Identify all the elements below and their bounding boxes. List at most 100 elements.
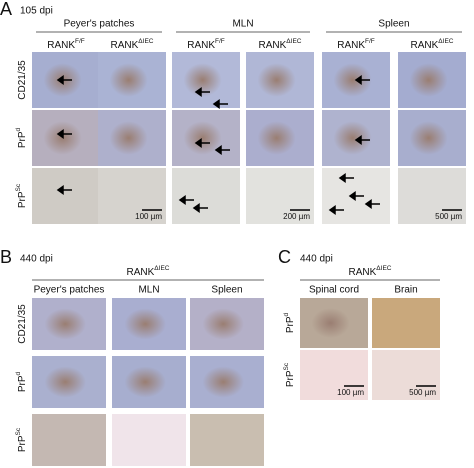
follicle (44, 308, 87, 340)
follicle (44, 366, 87, 398)
follicle (333, 63, 372, 97)
follicle (257, 121, 296, 155)
column-label: RANKΔIEC (111, 38, 154, 51)
group-header: RANKΔIEC (127, 265, 170, 278)
row-label: PrPd (15, 371, 28, 392)
arrow (194, 138, 210, 148)
scale-bar-label: 100 µm (135, 212, 162, 221)
arrow (354, 135, 370, 145)
label-base: CD21/35 (17, 60, 28, 100)
arrow (56, 75, 72, 85)
arrow (192, 203, 208, 213)
label-sup: F/F (75, 38, 85, 45)
column-group-label: Spleen (211, 285, 242, 296)
follicle (109, 63, 148, 97)
label-base: RANK (411, 40, 439, 51)
arrow (56, 129, 72, 139)
micrograph (372, 298, 440, 348)
timepoint: 105 dpi (20, 6, 53, 17)
label-base: PrP (285, 370, 296, 387)
scale-bar-label: 200 µm (283, 212, 310, 221)
label-base: PrP (17, 191, 28, 208)
column-label: RANKΔIEC (259, 38, 302, 51)
label-sup: Sc (283, 362, 290, 370)
arrow (178, 195, 194, 205)
follicle (183, 121, 222, 155)
column-group-label: MLN (232, 19, 253, 30)
panel-letter: C (278, 247, 291, 267)
label-sup: d (15, 371, 22, 375)
column-label: RANKF/F (337, 38, 375, 51)
arrow (354, 75, 370, 85)
row-label: PrPSc (15, 427, 28, 452)
label-base: PrP (17, 131, 28, 148)
row-label: PrPSc (15, 183, 28, 208)
micrograph (246, 168, 314, 224)
label-sup: Sc (15, 427, 22, 435)
timepoint: 440 dpi (20, 254, 53, 265)
label-sup: ΔIEC (138, 38, 153, 45)
column-group-label: Spinal cord (309, 285, 359, 296)
follicle (257, 63, 296, 97)
label-sup: d (283, 312, 290, 316)
micrograph (98, 168, 166, 224)
follicle (183, 63, 222, 97)
label-sup: ΔIEC (376, 265, 391, 272)
follicle (202, 308, 245, 340)
column-label: RANKF/F (47, 38, 85, 51)
micrograph (112, 414, 186, 466)
arrow (348, 191, 364, 201)
micrograph (172, 168, 240, 224)
scale-bar-label: 500 µm (409, 388, 436, 397)
column-group-label: Brain (394, 285, 417, 296)
micrograph (190, 414, 264, 466)
label-sup: ΔIEC (154, 265, 169, 272)
column-group-label: Peyer's patches (64, 19, 135, 30)
scale-bar-label: 500 µm (435, 212, 462, 221)
label-base: RANK (47, 40, 75, 51)
timepoint: 440 dpi (300, 254, 333, 265)
column-label: RANKΔIEC (411, 38, 454, 51)
label-sup: Sc (15, 183, 22, 191)
label-base: PrP (17, 435, 28, 452)
row-label: PrPd (283, 312, 296, 333)
column-label: RANKF/F (187, 38, 225, 51)
column-group-label: MLN (138, 285, 159, 296)
scale-bar-label: 100 µm (337, 388, 364, 397)
row-label: CD21/35 (17, 60, 28, 100)
label-base: PrP (285, 316, 296, 333)
follicle (124, 308, 167, 340)
follicle (109, 121, 148, 155)
follicle (202, 366, 245, 398)
follicle (409, 121, 448, 155)
micrograph (398, 168, 466, 224)
arrow (56, 185, 72, 195)
label-sup: d (15, 127, 22, 131)
column-group-label: Spleen (378, 19, 409, 30)
label-base: PrP (17, 375, 28, 392)
label-sup: ΔIEC (438, 38, 453, 45)
micrograph (32, 168, 100, 224)
micrograph (32, 414, 106, 466)
panel-letter: B (0, 247, 12, 267)
row-label: PrPd (15, 127, 28, 148)
arrow (338, 173, 354, 183)
arrow (194, 87, 210, 97)
row-label: CD21/35 (17, 304, 28, 344)
label-base: RANK (111, 40, 139, 51)
label-base: RANK (187, 40, 215, 51)
panel-letter: A (0, 0, 12, 19)
follicle (333, 121, 372, 155)
label-base: RANK (259, 40, 287, 51)
column-group-label: Peyer's patches (34, 285, 105, 296)
arrow (328, 205, 344, 215)
label-sup: F/F (215, 38, 225, 45)
arrow (364, 199, 380, 209)
label-base: RANK (127, 267, 155, 278)
arrow (214, 145, 230, 155)
micrograph (372, 350, 440, 400)
follicle (124, 366, 167, 398)
group-header: RANKΔIEC (349, 265, 392, 278)
label-base: CD21/35 (17, 304, 28, 344)
